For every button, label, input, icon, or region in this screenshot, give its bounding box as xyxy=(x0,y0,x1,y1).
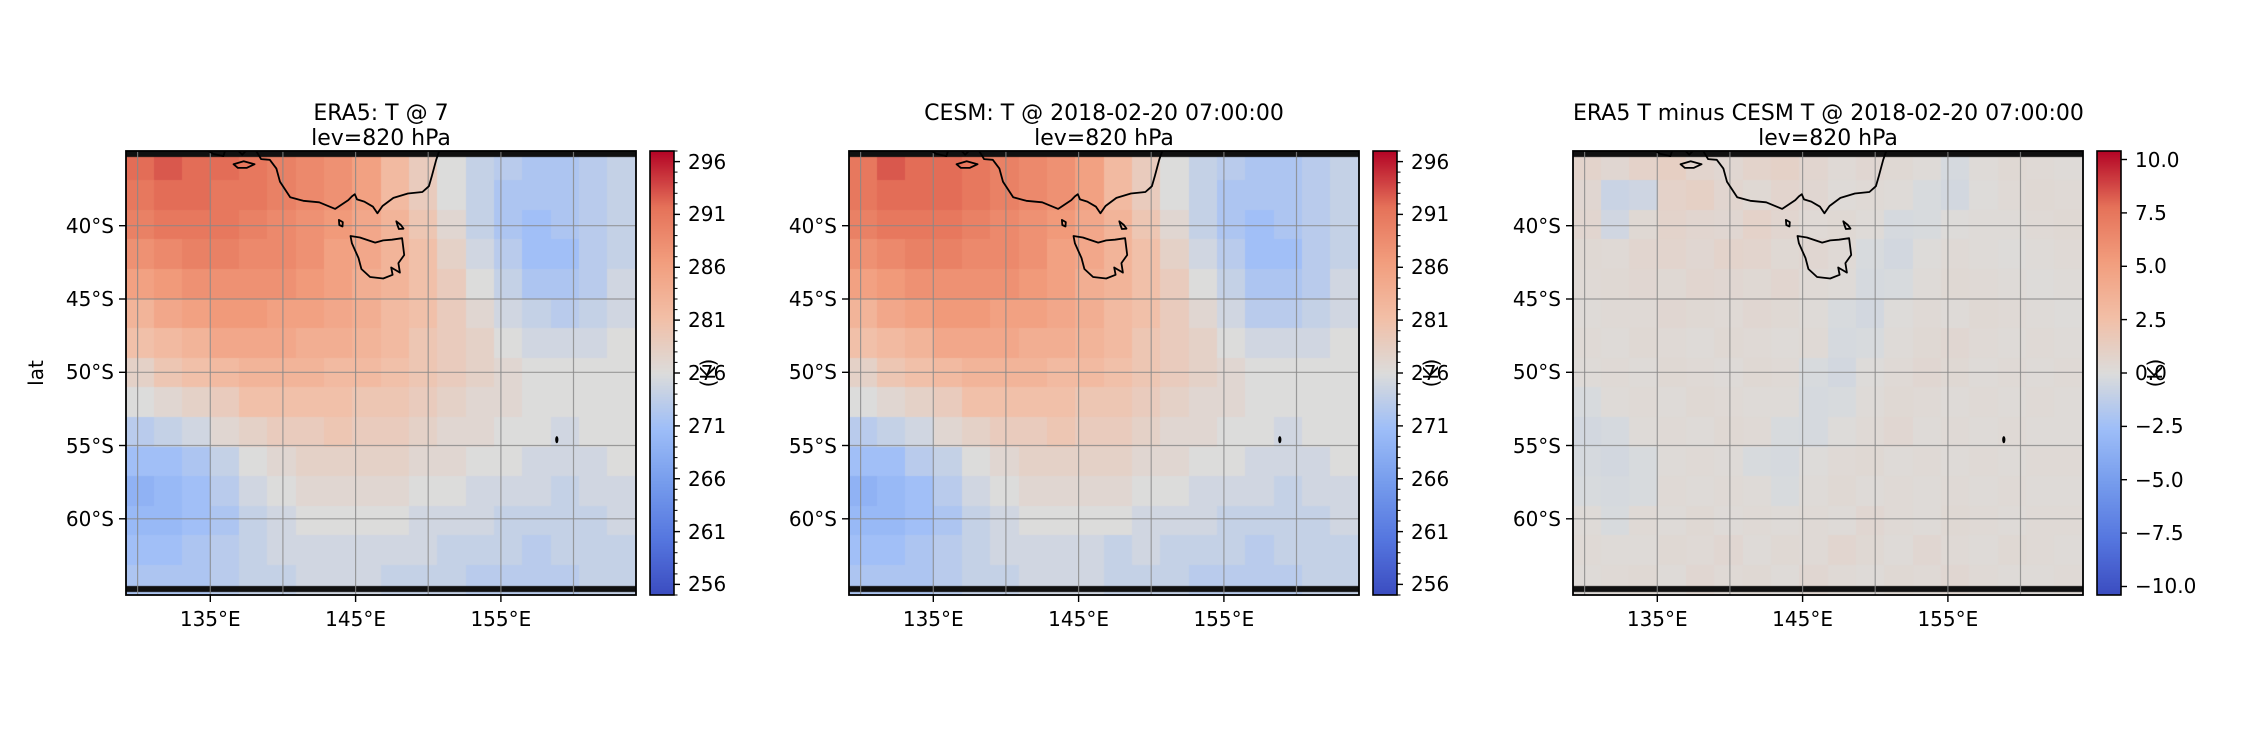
colorbar-tick-label: 296 xyxy=(688,149,727,174)
y-tick-label: 60°S xyxy=(65,506,114,531)
colorbar-tick-label: 291 xyxy=(688,202,727,227)
y-tick-label: 55°S xyxy=(65,433,114,458)
colorbar-units-label: (K) xyxy=(1419,358,1443,388)
colorbar-tick-label: 286 xyxy=(1411,255,1450,280)
y-tick-label: 60°S xyxy=(1512,506,1561,531)
y-tick-label: 50°S xyxy=(788,360,837,385)
x-tick-label: 145°E xyxy=(1048,607,1109,631)
y-tick-label: 40°S xyxy=(65,213,114,238)
colorbar-tick-label: 256 xyxy=(688,572,727,597)
panel-title: ERA5: T @ 7 lev=820 hPa xyxy=(126,101,636,151)
panel-era5-temperature: ERA5: T @ 7 lev=820 hPa 135°E 145°E 155°E 4… xyxy=(46,0,806,750)
x-tick-label: 145°E xyxy=(325,607,386,631)
panel-title-line2: lev=820 hPa xyxy=(311,126,451,151)
colorbar-tick-label: 266 xyxy=(1411,466,1450,491)
x-tick-label: 155°E xyxy=(1917,607,1979,631)
colorbar-tick-label: 10.0 xyxy=(2135,147,2180,172)
panel-title: ERA5 T minus CESM T @ 2018-02-20 07:00:0… xyxy=(1573,101,2084,151)
panel-title-line1: CESM: T @ 2018-02-20 07:00:00 xyxy=(924,101,1284,126)
map-plot xyxy=(849,151,1359,595)
y-tick-label: 60°S xyxy=(788,506,837,531)
y-tick-label: 45°S xyxy=(1512,287,1561,311)
colorbar-tick-label: 261 xyxy=(688,519,727,544)
panel-title-line2: lev=820 hPa xyxy=(1758,126,1898,151)
y-tick-label: 45°S xyxy=(65,287,114,311)
colorbar-gradient xyxy=(1373,151,1397,595)
y-axis-label: lat xyxy=(24,360,48,386)
heatmap-canvas xyxy=(1573,151,2083,595)
panel-difference: ERA5 T minus CESM T @ 2018-02-20 07:00:0… xyxy=(1493,0,2250,750)
x-tick-label: 155°E xyxy=(470,607,532,631)
colorbar-tick-label: 261 xyxy=(1411,519,1450,544)
y-tick-label: 55°S xyxy=(788,433,837,458)
y-tick-label: 40°S xyxy=(788,213,837,238)
panel-title: CESM: T @ 2018-02-20 07:00:00 lev=820 hP… xyxy=(849,101,1359,151)
x-tick-label: 135°E xyxy=(1626,607,1688,631)
panel-title-line1: ERA5: T @ 7 xyxy=(313,101,449,126)
x-tick-label: 135°E xyxy=(902,607,964,631)
colorbar-tick-label: 286 xyxy=(688,255,727,280)
colorbar-tick-label: −7.5 xyxy=(2135,521,2184,546)
colorbar-gradient xyxy=(650,151,674,595)
y-tick-label: 55°S xyxy=(1512,433,1561,458)
map-plot xyxy=(1573,151,2083,595)
heatmap-canvas xyxy=(126,151,636,595)
colorbar-tick-label: 291 xyxy=(1411,202,1450,227)
colorbar-tick-label: 281 xyxy=(1411,308,1450,333)
x-tick-label: 155°E xyxy=(1193,607,1255,631)
panel-cesm-temperature: CESM: T @ 2018-02-20 07:00:00 lev=820 hP… xyxy=(769,0,1529,750)
colorbar-tick-label: −5.0 xyxy=(2135,467,2184,492)
colorbar-tick-label: 281 xyxy=(688,308,727,333)
colorbar-tick-label: 256 xyxy=(1411,572,1450,597)
colorbar-units-label: (K) xyxy=(696,358,720,388)
colorbar-tick-label: 5.0 xyxy=(2135,254,2167,279)
colorbar-tick-label: 271 xyxy=(1411,413,1450,438)
colorbar-tick-label: 266 xyxy=(688,466,727,491)
colorbar-tick-label: 296 xyxy=(1411,149,1450,174)
y-tick-label: 50°S xyxy=(65,360,114,385)
map-plot xyxy=(126,151,636,595)
colorbar-tick-label: 271 xyxy=(688,413,727,438)
x-tick-label: 135°E xyxy=(179,607,241,631)
y-tick-label: 50°S xyxy=(1512,360,1561,385)
colorbar-units-label: (K) xyxy=(2143,358,2167,388)
panel-title-line2: lev=820 hPa xyxy=(1034,126,1174,151)
y-tick-label: 45°S xyxy=(788,287,837,311)
colorbar-tick-label: 2.5 xyxy=(2135,307,2167,332)
colorbar-tick-label: 7.5 xyxy=(2135,200,2167,225)
colorbar-tick-label: −2.5 xyxy=(2135,414,2184,439)
heatmap-canvas xyxy=(849,151,1359,595)
y-tick-label: 40°S xyxy=(1512,213,1561,238)
colorbar-tick-label: −10.0 xyxy=(2135,574,2197,599)
x-tick-label: 145°E xyxy=(1772,607,1833,631)
panel-title-line1: ERA5 T minus CESM T @ 2018-02-20 07:00:0… xyxy=(1573,101,2084,126)
colorbar-gradient xyxy=(2097,151,2121,595)
